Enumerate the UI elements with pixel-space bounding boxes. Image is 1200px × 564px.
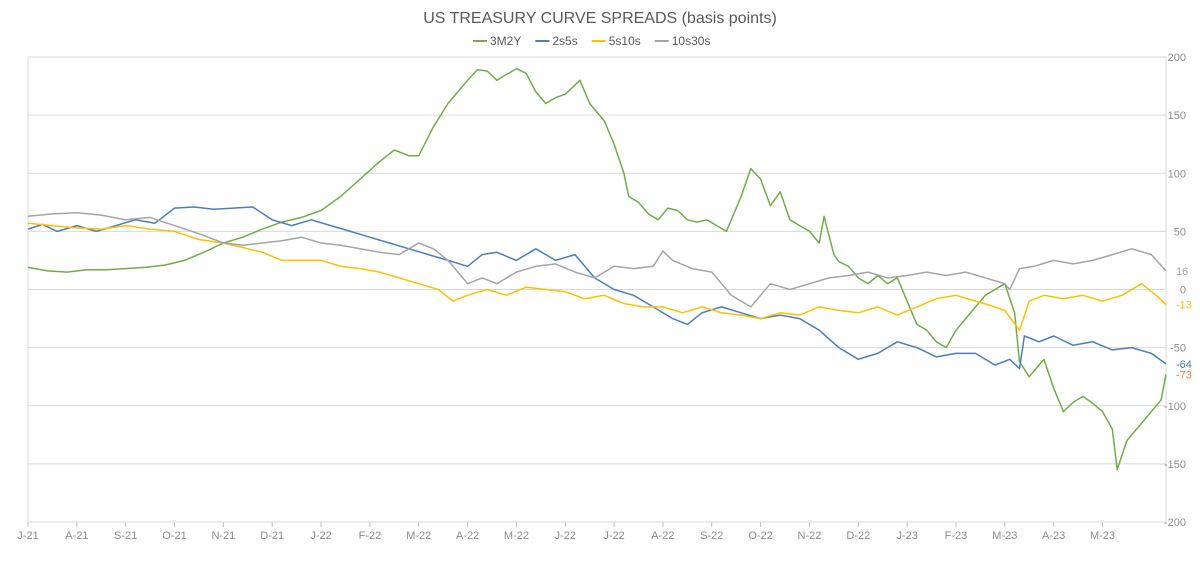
legend-item-2s5s: 2s5s xyxy=(535,34,578,48)
x-tick-label: D-21 xyxy=(260,530,284,542)
series-lines xyxy=(27,67,1167,471)
series-line-5s10s xyxy=(27,222,1167,331)
series-line-10s30s xyxy=(27,212,1167,308)
x-tick-label: M-22 xyxy=(504,530,529,542)
y-tick-label: 0 xyxy=(1180,285,1186,297)
y-tick-label: -100 xyxy=(1164,401,1186,413)
x-tick-label: M-23 xyxy=(992,530,1017,542)
y-tick-label: -50 xyxy=(1170,343,1186,355)
legend-label: 5s10s xyxy=(609,34,641,48)
chart-title: US TREASURY CURVE SPREADS (basis points) xyxy=(423,10,777,27)
x-tick-label: F-23 xyxy=(945,530,968,542)
y-tick-label: -150 xyxy=(1164,459,1186,471)
series-line-3m2y xyxy=(27,67,1167,471)
y-tick-label: 200 xyxy=(1168,52,1186,64)
x-tick-label: F-22 xyxy=(359,530,382,542)
end-label-2s5s: -64 xyxy=(1176,359,1192,371)
y-tick-label: 100 xyxy=(1168,168,1186,180)
x-tick-label: O-21 xyxy=(162,530,186,542)
legend-label: 10s30s xyxy=(672,34,711,48)
series-line-2s5s xyxy=(27,206,1167,370)
y-axis: 200 150 100 50 0 -50 -100 -150 -200 xyxy=(1164,52,1186,529)
legend-item-10s30s: 10s30s xyxy=(654,34,711,48)
x-tick-label: J-23 xyxy=(896,530,917,542)
end-label-10s30s: 16 xyxy=(1176,266,1188,278)
end-label-3m2y: -73 xyxy=(1176,369,1192,381)
y-tick-label: -200 xyxy=(1164,517,1186,529)
x-tick-label: D-22 xyxy=(846,530,870,542)
y-tick-label: 50 xyxy=(1174,226,1186,238)
x-tick-label: A-23 xyxy=(1042,530,1065,542)
x-tick-label: O-22 xyxy=(748,530,772,542)
end-labels: -64 -13 16 -73 xyxy=(1176,266,1192,381)
x-tick-label: A-22 xyxy=(456,530,479,542)
x-tick-label: S-22 xyxy=(700,530,723,542)
x-tick-label: N-21 xyxy=(211,530,235,542)
x-tick-label: A-21 xyxy=(65,530,88,542)
y-tick-label: 150 xyxy=(1168,110,1186,122)
x-tick-label: N-22 xyxy=(798,530,822,542)
legend: 3M2Y 2s5s 5s10s 10s30s xyxy=(473,34,710,48)
legend-item-3m2y: 3M2Y xyxy=(473,34,521,48)
x-tick-label: J-22 xyxy=(310,530,331,542)
legend-item-5s10s: 5s10s xyxy=(591,34,641,48)
legend-label: 3M2Y xyxy=(490,34,521,48)
x-tick-label: A-22 xyxy=(651,530,674,542)
x-tick-label: M-23 xyxy=(1090,530,1115,542)
x-tick-label: M-22 xyxy=(406,530,431,542)
x-tick-label: S-21 xyxy=(114,530,137,542)
end-label-5s10s: -13 xyxy=(1176,300,1192,312)
x-tick-label: J-21 xyxy=(17,530,38,542)
x-tick-label: J-22 xyxy=(555,530,576,542)
x-axis: J-21 A-21 S-21 O-21 N-21 D-21 J-22 F-22 M-22 A-22… xyxy=(17,522,1115,542)
x-tick-label: J-22 xyxy=(603,530,624,542)
legend-label: 2s5s xyxy=(552,34,577,48)
gridlines xyxy=(27,56,1167,523)
